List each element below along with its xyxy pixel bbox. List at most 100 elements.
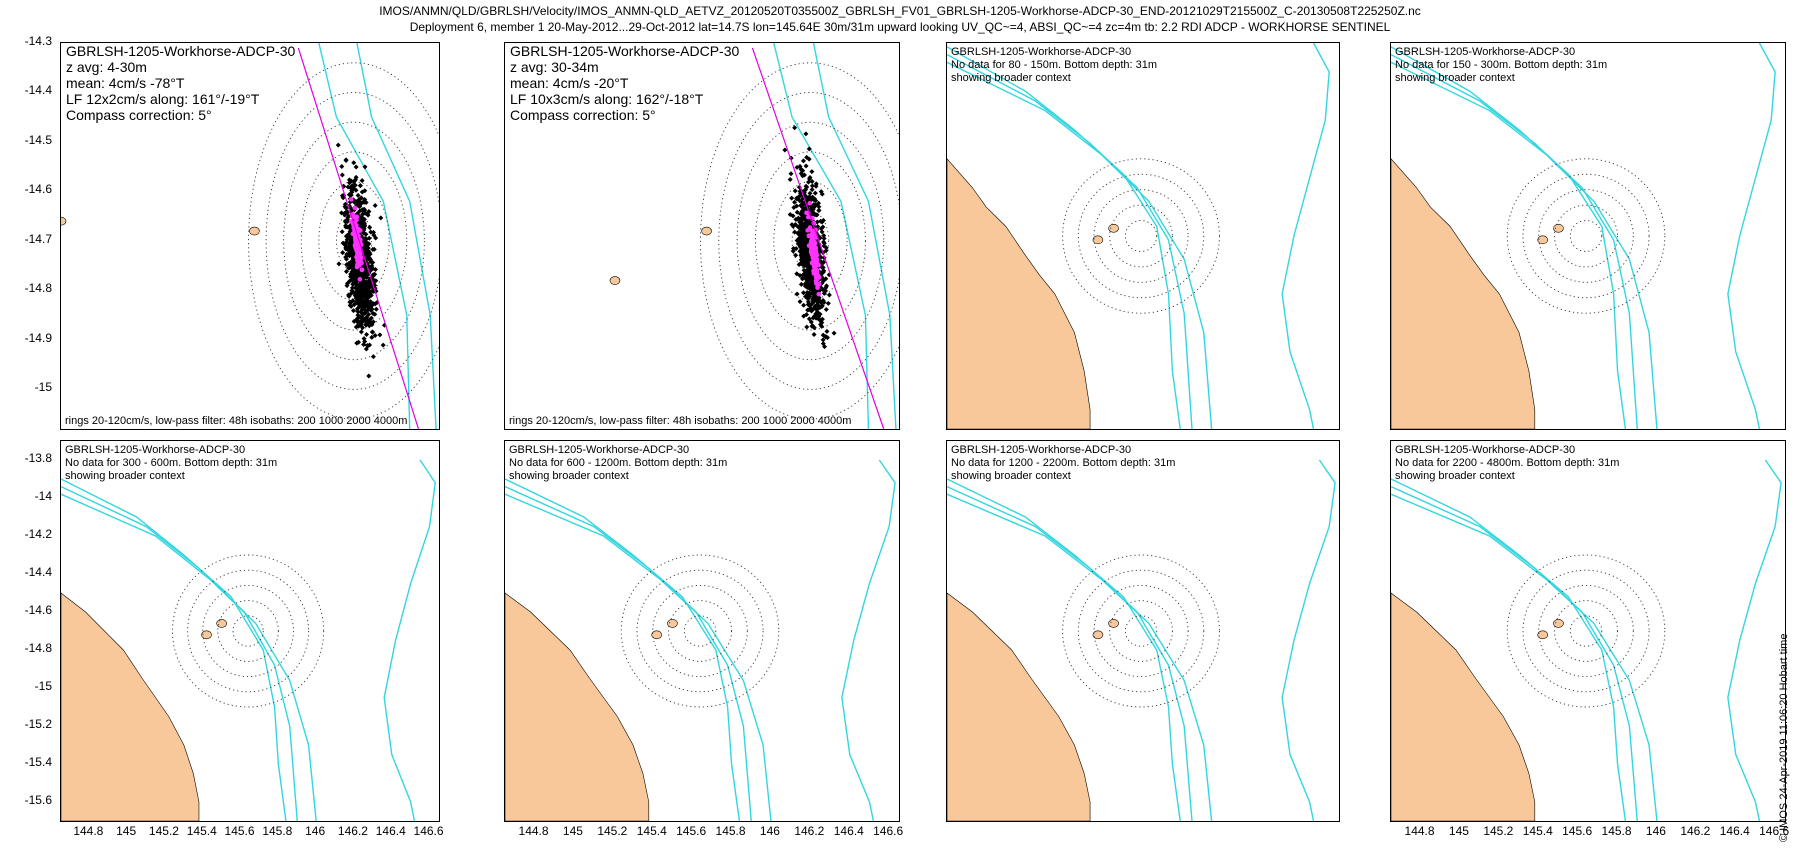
velocity-point (353, 324, 359, 330)
isobath-line (947, 61, 1213, 429)
island (1092, 235, 1104, 245)
plot-area (947, 43, 1330, 429)
velocity-point (805, 179, 811, 185)
isobath-line (841, 459, 896, 821)
island (1553, 619, 1564, 628)
velocity-point (817, 317, 823, 323)
velocity-point (354, 340, 360, 346)
velocity-point (804, 252, 810, 258)
speed-ring (1506, 158, 1666, 314)
velocity-point (798, 237, 804, 243)
x-tick-label: 146.2 (794, 824, 825, 838)
velocity-point (370, 260, 376, 266)
velocity-point (343, 219, 349, 225)
velocity-point (814, 212, 820, 218)
velocity-point (366, 208, 372, 214)
speed-ring (1062, 158, 1220, 314)
velocity-point (359, 310, 365, 316)
x-tick-label: 146.6 (1759, 824, 1790, 838)
velocity-point (816, 259, 822, 265)
panel-text: GBRLSH-1205-Workhorse-ADCP-30 No data for… (1395, 444, 1619, 483)
velocity-point (351, 308, 357, 314)
velocity-point (806, 255, 812, 261)
velocity-point (349, 189, 355, 195)
velocity-point (805, 299, 811, 305)
velocity-point (806, 273, 812, 279)
velocity-point (800, 213, 806, 219)
velocity-point (798, 170, 804, 176)
island (1537, 630, 1548, 640)
panel-title: GBRLSH-1205-Workhorse-ADCP-30 (66, 43, 296, 59)
velocity-point (343, 223, 349, 229)
velocity-point (812, 297, 818, 303)
velocity-point (368, 315, 374, 321)
velocity-point (345, 214, 351, 220)
x-tick-label: 145.2 (1483, 824, 1514, 838)
isobath-line (947, 493, 1213, 821)
velocity-point (821, 299, 827, 305)
velocity-point (365, 318, 371, 324)
subplot-6: GBRLSH-1205-Workhorse-ADCP-30 No data for… (504, 440, 900, 822)
velocity-point (361, 223, 367, 229)
velocity-point (339, 229, 345, 235)
velocity-point (820, 224, 826, 230)
island (667, 619, 678, 628)
isobath-line (1727, 43, 1776, 429)
velocity-point (352, 291, 358, 297)
velocity-point (792, 229, 798, 235)
velocity-point (817, 272, 823, 278)
figure-title-line-1: IMOS/ANMN/QLD/GBRLSH/Velocity/IMOS_ANMN-… (379, 4, 1421, 18)
velocity-point (802, 206, 808, 212)
y-tick-label: -14.4 (24, 83, 52, 98)
panel-title: GBRLSH-1205-Workhorse-ADCP-30 (509, 444, 690, 456)
velocity-point (369, 322, 375, 328)
speed-ring (1077, 173, 1205, 299)
isobath-line (812, 43, 897, 429)
velocity-point (804, 279, 810, 285)
velocity-point (812, 313, 818, 319)
panel-text: GBRLSH-1205-Workhorse-ADCP-30 z avg: 30-3… (510, 43, 739, 123)
velocity-point (800, 290, 806, 296)
panel-info-line: No data for 2200 - 4800m. Bottom depth: … (1395, 457, 1620, 469)
island (249, 226, 260, 236)
x-tick-label: 144.8 (73, 824, 104, 838)
x-tick-label: 145.6 (224, 824, 255, 838)
isobath-line (356, 43, 437, 429)
velocity-point (373, 306, 379, 312)
velocity-point (365, 245, 371, 251)
velocity-point (794, 164, 800, 170)
velocity-point (371, 246, 377, 252)
lowpass-point (357, 277, 363, 282)
velocity-point (351, 179, 357, 185)
speed-ring (652, 584, 748, 678)
velocity-point (814, 294, 820, 300)
velocity-point (361, 341, 367, 347)
lowpass-point (348, 197, 354, 202)
subplot-7: GBRLSH-1205-Workhorse-ADCP-30 No data for… (946, 440, 1340, 822)
velocity-point (816, 207, 822, 213)
x-tick-label: 145.2 (597, 824, 628, 838)
lowpass-point (806, 214, 811, 220)
velocity-point (353, 187, 359, 193)
velocity-point (802, 187, 808, 193)
velocity-point (792, 188, 798, 194)
velocity-point (799, 167, 805, 173)
velocity-point (819, 229, 825, 235)
x-tick-label: 145.8 (1601, 824, 1632, 838)
velocity-point (805, 302, 811, 308)
x-tick-label: 145 (562, 824, 583, 838)
velocity-point (358, 320, 364, 326)
velocity-point (358, 294, 364, 300)
velocity-point (373, 266, 379, 272)
isobath-line (1391, 46, 1627, 429)
velocity-point (799, 204, 805, 210)
panel-text: GBRLSH-1205-Workhorse-ADCP-30 No data for… (1395, 46, 1607, 85)
velocity-point (803, 260, 809, 266)
velocity-point (378, 215, 384, 221)
velocity-point (346, 265, 352, 271)
lowpass-point (355, 250, 361, 255)
velocity-point (808, 271, 814, 277)
velocity-point (363, 231, 369, 237)
velocity-point (794, 291, 800, 297)
velocity-point (821, 240, 827, 246)
